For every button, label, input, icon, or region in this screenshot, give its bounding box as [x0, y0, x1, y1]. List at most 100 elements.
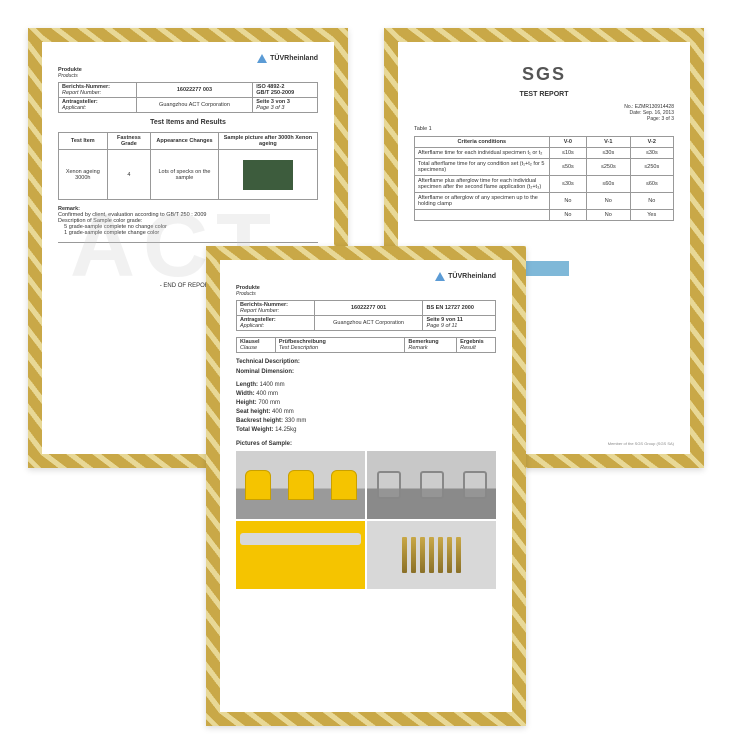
- photo-closeup: [236, 521, 365, 589]
- sgs-th0: Criteria conditions: [415, 137, 550, 148]
- bolt-icon: [429, 537, 434, 573]
- meta-page: 3 of 3: [661, 116, 674, 122]
- c4b: Result: [460, 345, 476, 351]
- c: ≤30s: [587, 148, 630, 159]
- certificate-tuv-2: TÜVRheinland Produkte Products Berichts-…: [206, 246, 526, 726]
- th-picture: Sample picture after 3000h Xenon ageing: [218, 133, 317, 150]
- tuv-logo: TÜVRheinland: [435, 272, 496, 281]
- logo-row: TÜVRheinland: [58, 54, 318, 63]
- td-item: Xenon ageing 3000h: [59, 150, 108, 200]
- bolt-icon: [447, 537, 452, 573]
- c: ≤50s: [549, 159, 586, 176]
- sgs-th2: V-1: [587, 137, 630, 148]
- c2b: Test Description: [279, 345, 318, 351]
- c: ≤60s: [630, 176, 673, 193]
- sgs-logo: SGS: [414, 64, 674, 85]
- applicant-label-sub: Applicant:: [62, 105, 86, 111]
- section-title: Test Items and Results: [58, 119, 318, 126]
- products-label: Products: [58, 73, 318, 79]
- page-en: Page 9 of 11: [426, 323, 457, 329]
- seat-icon: [245, 470, 271, 500]
- dim-length-l: Length:: [236, 382, 258, 388]
- remark-4: 1 grade-sample complete change color: [64, 230, 159, 236]
- remark-block: Remark: Confirmed by client, evaluation …: [58, 206, 318, 236]
- sample-swatch: [243, 160, 293, 190]
- bolt-icon: [438, 537, 443, 573]
- applicant: Guangzhou ACT Corporation: [136, 98, 253, 113]
- c: ≤250s: [630, 159, 673, 176]
- dim-weight: 14.25kg: [275, 427, 296, 433]
- tuv-brand-text: TÜVRheinland: [270, 55, 318, 62]
- applicant-label-sub: Applicant:: [240, 323, 264, 329]
- c: No: [549, 210, 586, 221]
- sgs-meta: No.: EZMR130914428 Date: Sep. 16, 2013 P…: [414, 104, 674, 122]
- meta-page-l: Page:: [647, 116, 660, 122]
- c1b: Clause: [240, 345, 257, 351]
- gbt-std: GB/T 250-2009: [256, 90, 294, 96]
- dimensions-list: Length: 1400 mm Width: 400 mm Height: 70…: [236, 381, 496, 435]
- sgs-title: TEST REPORT: [414, 91, 674, 98]
- c3b: Remark: [408, 345, 427, 351]
- c: ≤250s: [587, 159, 630, 176]
- bolt-icon: [456, 537, 461, 573]
- products-label: Products: [236, 291, 496, 297]
- dim-weight-l: Total Weight:: [236, 427, 273, 433]
- seat-icon: [288, 470, 314, 500]
- c: No: [630, 193, 673, 210]
- dim-length: 1400 mm: [260, 382, 285, 388]
- clause-row: KlauselClause PrüfbeschreibungTest Descr…: [236, 337, 496, 353]
- seat-icon: [331, 470, 357, 500]
- dim-height-l: Height:: [236, 400, 257, 406]
- dim-seat-l: Seat height:: [236, 409, 270, 415]
- dim-width: 400 mm: [256, 391, 278, 397]
- header-table: Berichts-Nummer: Report Number: 16022277…: [58, 82, 318, 113]
- triangle-icon: [435, 272, 445, 281]
- sgs-r3: Afterflame plus afterglow time for each …: [415, 176, 550, 193]
- header-table: Berichts-Nummer: Report Number: 16022277…: [236, 300, 496, 331]
- bolt-icon: [420, 537, 425, 573]
- photo-bolts: [367, 521, 496, 589]
- c: Yes: [630, 210, 673, 221]
- c: No: [587, 210, 630, 221]
- sgs-table: Criteria conditions V-0 V-1 V-2 Afterfla…: [414, 136, 674, 221]
- sgs-th1: V-0: [549, 137, 586, 148]
- page-en: Page 3 of 3: [256, 105, 284, 111]
- td-grade: 4: [107, 150, 151, 200]
- th-item: Test Item: [59, 133, 108, 150]
- logo-row: TÜVRheinland: [236, 272, 496, 281]
- frame-icon: [420, 471, 444, 499]
- th-grade: Fastness Grade: [107, 133, 151, 150]
- meta-date-l: Date:: [630, 110, 642, 116]
- sgs-r4: Afterflame or afterglow of any specimen …: [415, 193, 550, 210]
- tuv-logo: TÜVRheinland: [257, 54, 318, 63]
- std: BS EN 12727 2000: [426, 305, 473, 311]
- c: No: [587, 193, 630, 210]
- report-no-label-sub: Report Number:: [62, 90, 101, 96]
- photo-frames: [367, 451, 496, 519]
- c: ≤10s: [549, 148, 586, 159]
- dim-seat: 400 mm: [272, 409, 294, 415]
- bolt-icon: [402, 537, 407, 573]
- c: No: [549, 193, 586, 210]
- blue-sample-swatch: [519, 261, 569, 276]
- sgs-r2: Total afterflame time for any condition …: [415, 159, 550, 176]
- report-no-label-sub: Report Number:: [240, 308, 279, 314]
- results-table: Test Item Fastness Grade Appearance Chan…: [58, 132, 318, 200]
- c: ≤30s: [549, 176, 586, 193]
- sgs-r5: [415, 210, 550, 221]
- bolt-icon: [411, 537, 416, 573]
- triangle-icon: [257, 54, 267, 63]
- report-no: 16022277 001: [314, 301, 423, 316]
- tuv-brand-text: TÜVRheinland: [448, 273, 496, 280]
- pictures-label: Pictures of Sample:: [236, 441, 496, 447]
- c: ≤60s: [587, 176, 630, 193]
- dim-height: 700 mm: [258, 400, 280, 406]
- td-changes: Lots of specks on the sample: [151, 150, 219, 200]
- photo-seats: [236, 451, 365, 519]
- table-1-label: Table 1: [414, 126, 674, 132]
- dim-back: 330 mm: [285, 418, 307, 424]
- applicant: Guangzhou ACT Corporation: [314, 316, 423, 331]
- sgs-th3: V-2: [630, 137, 673, 148]
- photo-grid: [236, 451, 496, 589]
- dim-back-l: Backrest height:: [236, 418, 283, 424]
